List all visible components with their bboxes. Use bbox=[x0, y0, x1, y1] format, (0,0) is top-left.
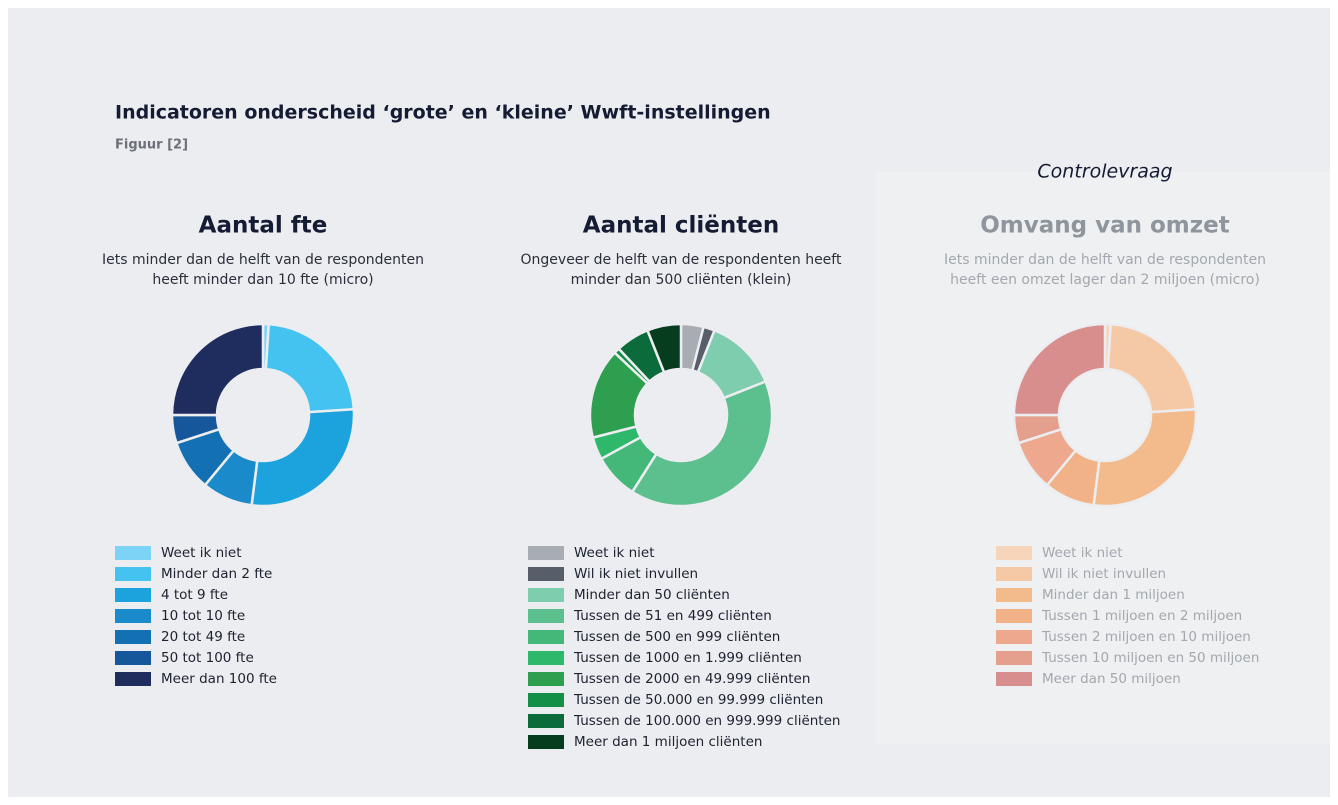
legend-label: Tussen de 100.000 en 999.999 cliënten bbox=[573, 713, 840, 729]
legend-swatch bbox=[528, 567, 564, 581]
legend-swatch bbox=[115, 546, 151, 560]
donut-slice bbox=[645, 322, 683, 374]
legend-swatch bbox=[115, 651, 151, 665]
donut-slice bbox=[250, 407, 356, 508]
legend-label: Minder dan 2 fte bbox=[161, 566, 272, 582]
chart-subtitle: Iets minder dan de helft van de responde… bbox=[944, 252, 1266, 268]
legend-label: 50 tot 100 fte bbox=[161, 650, 254, 666]
legend-swatch bbox=[115, 609, 151, 623]
legend-swatch bbox=[996, 588, 1032, 602]
legend-label: Tussen de 2000 en 49.999 cliënten bbox=[573, 671, 810, 687]
chart-subtitle: heeft minder dan 10 fte (micro) bbox=[152, 272, 373, 288]
legend-label: Tussen de 50.000 en 99.999 cliënten bbox=[573, 692, 823, 708]
donut-slice bbox=[1106, 322, 1198, 414]
legend-swatch bbox=[528, 735, 564, 749]
donut-slice bbox=[630, 379, 774, 508]
chart-subtitle: minder dan 500 cliënten (klein) bbox=[571, 272, 792, 288]
legend-swatch bbox=[528, 672, 564, 686]
legend-swatch bbox=[528, 693, 564, 707]
chart-subtitle: Iets minder dan de helft van de responde… bbox=[102, 252, 424, 268]
legend-swatch bbox=[528, 651, 564, 665]
legend-swatch bbox=[115, 672, 151, 686]
legend-swatch bbox=[996, 546, 1032, 560]
legend-label: Tussen de 1000 en 1.999 cliënten bbox=[573, 650, 802, 666]
legend-swatch bbox=[115, 588, 151, 602]
legend-swatch bbox=[528, 609, 564, 623]
donut-slice bbox=[170, 322, 265, 417]
legend-swatch bbox=[528, 588, 564, 602]
legend-label: Tussen de 500 en 999 cliënten bbox=[573, 629, 780, 645]
legend-swatch bbox=[528, 546, 564, 560]
legend-label: Weet ik niet bbox=[1042, 545, 1123, 561]
legend-label: 20 tot 49 fte bbox=[161, 629, 245, 645]
legend-swatch bbox=[996, 609, 1032, 623]
legend-label: 4 tot 9 fte bbox=[161, 587, 228, 603]
legend-label: Minder dan 50 cliënten bbox=[574, 587, 730, 603]
chart-subtitle: heeft een omzet lager dan 2 miljoen (mic… bbox=[950, 272, 1260, 288]
legend-label: Tussen 2 miljoen en 10 miljoen bbox=[1041, 629, 1251, 645]
legend-swatch bbox=[528, 714, 564, 728]
donut-slice bbox=[1012, 322, 1107, 417]
legend-swatch bbox=[115, 567, 151, 581]
chart: Aantal fte Iets minder dan de helft van d… bbox=[102, 213, 424, 688]
chart-subtitle: Ongeveer de helft van de respondenten he… bbox=[521, 252, 842, 268]
legend-label: Meer dan 50 miljoen bbox=[1042, 671, 1181, 687]
chart: Controlevraag Omvang van omzet Iets minder… bbox=[944, 161, 1266, 688]
legend-swatch bbox=[996, 567, 1032, 581]
legend-swatch bbox=[996, 630, 1032, 644]
legend-label: Meer dan 1 miljoen cliënten bbox=[574, 734, 762, 750]
legend-label: Meer dan 100 fte bbox=[161, 671, 277, 687]
chart-title: Aantal cliënten bbox=[583, 213, 779, 239]
legend-label: 10 tot 10 fte bbox=[161, 608, 245, 624]
legend-label: Tussen 10 miljoen en 50 miljoen bbox=[1041, 650, 1259, 666]
legend-label: Minder dan 1 miljoen bbox=[1042, 587, 1185, 603]
control-panel bbox=[876, 172, 1330, 744]
legend-label: Wil ik niet invullen bbox=[1042, 566, 1166, 582]
legend-swatch bbox=[528, 630, 564, 644]
legend-label: Tussen 1 miljoen en 2 miljoen bbox=[1041, 608, 1242, 624]
legend-label: Weet ik niet bbox=[574, 545, 655, 561]
donut-slice bbox=[1092, 407, 1198, 508]
donut-slice bbox=[264, 322, 356, 414]
legend-label: Wil ik niet invullen bbox=[574, 566, 698, 582]
page-title: Indicatoren onderscheid ‘grote’ en ‘klei… bbox=[115, 102, 771, 124]
annotation: Controlevraag bbox=[1037, 161, 1172, 183]
legend-label: Weet ik niet bbox=[161, 545, 242, 561]
chart-title: Omvang van omzet bbox=[980, 213, 1230, 239]
legend-swatch bbox=[996, 672, 1032, 686]
chart: Aantal cliënten Ongeveer de helft van de … bbox=[521, 213, 842, 751]
legend-swatch bbox=[115, 630, 151, 644]
chart-title: Aantal fte bbox=[199, 213, 328, 239]
legend-label: Tussen de 51 en 499 cliënten bbox=[573, 608, 772, 624]
legend-swatch bbox=[996, 651, 1032, 665]
figure-label: Figuur [2] bbox=[115, 138, 188, 153]
